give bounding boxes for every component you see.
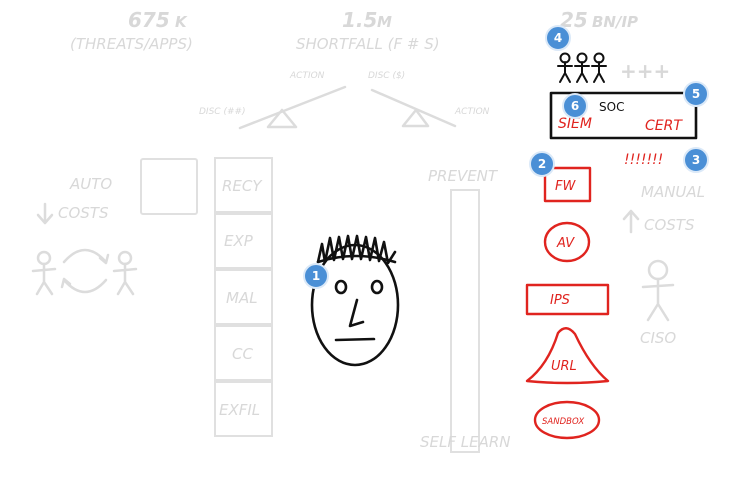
stat-threats: 675 K (THREATS/APPS)	[70, 8, 193, 53]
scale-right-low-label: ACTION	[454, 107, 490, 117]
manual-title: MANUAL	[641, 183, 705, 201]
av-label: AV	[556, 236, 575, 251]
chain-label-exp: EXP	[224, 232, 254, 250]
attack-chain: RECY EXP MAL CC EXFIL	[214, 157, 273, 437]
stat-ip: 25 BN/IP	[560, 8, 638, 32]
control-url: URL	[525, 327, 610, 385]
auto-section: AUTO COSTS	[31, 158, 198, 296]
person-left-icon	[31, 250, 57, 296]
url-label: URL	[551, 359, 577, 374]
badge-3[interactable]: 3	[683, 147, 709, 173]
balance-scale: ACTION DISC ($) DISC (##) ACTION	[199, 71, 490, 130]
chain-box-cc	[214, 325, 273, 381]
url-mountain	[525, 327, 610, 385]
scale-right-beam	[370, 88, 457, 128]
stat-shortfall-value: 1.5	[342, 8, 377, 32]
soc-title: SOC	[599, 100, 624, 114]
prevent-label: PREVENT	[428, 167, 499, 185]
scale-left-beam	[238, 85, 347, 130]
control-ips: IPS	[525, 283, 610, 316]
stat-shortfall-unit: M	[377, 13, 392, 31]
chain-box-exp	[214, 213, 273, 269]
av-circle	[543, 221, 591, 263]
alerts-marks: !!!!!!!	[624, 152, 663, 168]
scale-left-low-label: DISC (##)	[199, 107, 246, 117]
cert-label: CERT	[645, 118, 683, 134]
scale-left-top-label: ACTION	[289, 71, 325, 81]
empty-box	[140, 158, 198, 215]
control-sandbox: SANDBOX	[533, 400, 601, 440]
chain-label-cc: CC	[232, 345, 253, 363]
plus-marks: +++	[620, 59, 670, 83]
analyst-icon-1	[557, 52, 573, 83]
control-fw: FW	[543, 166, 592, 203]
cycle-arrow-top-icon	[62, 248, 110, 265]
badge-6[interactable]: 6	[562, 93, 588, 119]
chain-box-recy	[214, 157, 273, 213]
scale-left-fulcrum	[266, 108, 298, 129]
stat-threats-caption: (THREATS/APPS)	[70, 35, 193, 53]
badge-2[interactable]: 2	[529, 151, 555, 177]
auto-title: AUTO	[69, 175, 112, 193]
analyst-icon-3	[591, 52, 607, 83]
prevent-column: PREVENT SELF LEARN	[420, 167, 511, 453]
badge-4[interactable]: 4	[545, 25, 571, 51]
badge-4-number: 4	[554, 31, 562, 45]
ips-box	[525, 283, 610, 316]
scale-right-fulcrum	[401, 108, 430, 128]
fw-box	[543, 166, 592, 203]
manual-section: MANUAL COSTS CISO	[622, 183, 705, 347]
ips-label: IPS	[550, 293, 570, 308]
stat-shortfall: 1.5 M SHORTFALL (F # S)	[296, 8, 440, 53]
self-learn-label: SELF LEARN	[420, 433, 511, 451]
chain-label-exfil: EXFIL	[219, 401, 260, 419]
soc-box	[549, 91, 698, 140]
badge-5[interactable]: 5	[683, 81, 709, 107]
stat-ip-unit: BN/IP	[592, 13, 638, 31]
chain-label-mal: MAL	[226, 289, 258, 307]
stat-threats-unit: K	[175, 13, 188, 31]
auto-costs-label: COSTS	[58, 204, 109, 222]
badge-5-number: 5	[692, 87, 700, 101]
sandbox-oval	[533, 400, 601, 440]
scale-right-top-label: DISC ($)	[368, 71, 405, 81]
prevent-bar	[450, 189, 480, 453]
badge-3-number: 3	[692, 153, 700, 167]
chain-box-mal	[214, 269, 273, 325]
badge-1[interactable]: 1	[303, 263, 329, 289]
cycle-arrow-bottom-icon	[60, 277, 108, 294]
badge-2-number: 2	[538, 157, 546, 171]
down-arrow-icon	[36, 202, 54, 225]
manual-costs-label: COSTS	[644, 216, 695, 234]
person-right-icon	[112, 250, 138, 296]
up-arrow-icon	[622, 209, 640, 234]
control-av: AV	[543, 221, 591, 263]
chain-label-recy: RECY	[222, 177, 263, 195]
ciso-person-icon	[641, 259, 675, 322]
ciso-label: CISO	[640, 329, 676, 347]
sandbox-label: SANDBOX	[542, 417, 584, 427]
fw-label: FW	[555, 179, 576, 194]
chain-box-exfil	[214, 381, 273, 437]
analyst-icon-2	[574, 52, 590, 83]
badge-6-number: 6	[571, 99, 579, 113]
stat-threats-value: 675	[128, 8, 170, 32]
siem-label: SIEM	[558, 116, 592, 132]
stat-shortfall-caption: SHORTFALL (F # S)	[296, 35, 440, 53]
soc-team: +++	[557, 52, 670, 83]
badge-1-number: 1	[312, 269, 320, 283]
face-icon	[310, 234, 400, 367]
